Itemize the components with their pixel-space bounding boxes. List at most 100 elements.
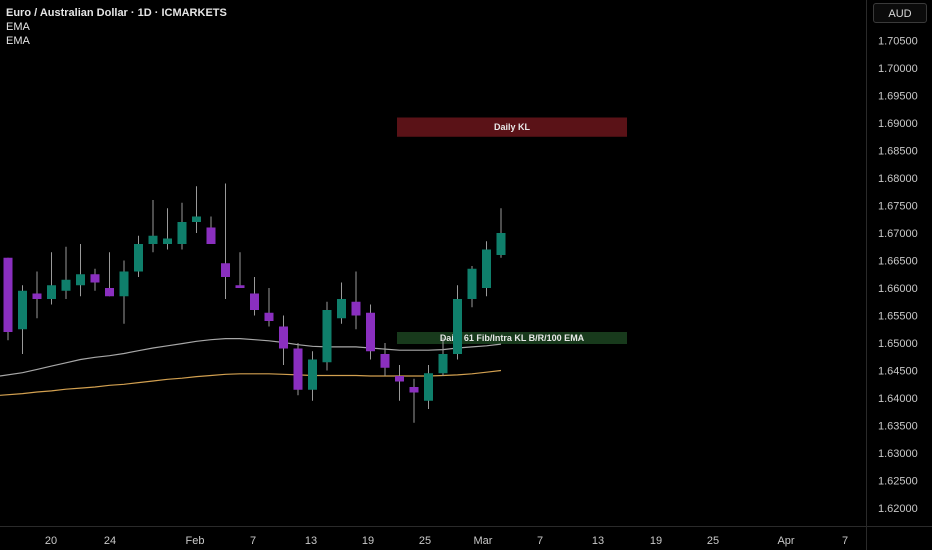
time-axis[interactable]: 20 24 Feb 7 13 19 25 Mar 7 13 19 25 Apr 7 — [45, 535, 848, 547]
price-tick-label: 1.68500 — [878, 146, 918, 158]
time-tick-label: 25 — [419, 535, 431, 547]
candle[interactable] — [424, 365, 433, 409]
time-tick-label: 20 — [45, 535, 57, 547]
candle-body — [380, 354, 390, 368]
candle[interactable] — [467, 266, 477, 308]
candle-body — [177, 222, 187, 244]
price-tick-label: 1.63000 — [878, 448, 918, 460]
candle[interactable] — [47, 252, 56, 305]
price-tick-label: 1.64500 — [878, 366, 918, 378]
price-tick-label: 1.70500 — [878, 36, 918, 48]
ema-indicator-label[interactable]: EMA — [6, 35, 30, 47]
candle-body — [235, 285, 245, 288]
candle[interactable] — [177, 202, 187, 250]
time-tick-label: 7 — [250, 535, 256, 547]
candle-body — [18, 290, 27, 330]
time-tick-label: 19 — [362, 535, 374, 547]
candle-body — [395, 376, 404, 382]
time-tick-label: 13 — [305, 535, 317, 547]
time-tick-label: 7 — [842, 535, 848, 547]
candle[interactable] — [438, 337, 448, 377]
candle[interactable] — [496, 208, 506, 258]
candle-body — [148, 235, 158, 244]
symbol-title[interactable]: Euro / Australian Dollar · 1D · ICMARKET… — [6, 7, 227, 19]
candle[interactable] — [380, 343, 390, 376]
candle-body — [119, 271, 129, 297]
candle[interactable] — [163, 208, 172, 250]
candle[interactable] — [105, 252, 114, 297]
candle-body — [438, 354, 448, 374]
candle[interactable] — [235, 252, 245, 288]
candle-body — [105, 288, 114, 297]
time-tick-label: 13 — [592, 535, 604, 547]
candle-body — [482, 249, 491, 288]
candle-body — [192, 216, 201, 222]
candle-body — [467, 268, 477, 299]
candle-body — [308, 359, 317, 390]
currency-button[interactable]: AUD — [873, 3, 927, 23]
candle[interactable] — [482, 241, 491, 297]
candle[interactable] — [61, 246, 71, 299]
candle-body — [337, 299, 346, 319]
candle-body — [3, 257, 13, 332]
time-tick-label: 7 — [537, 535, 543, 547]
candle[interactable] — [409, 378, 419, 423]
candle[interactable] — [337, 282, 346, 324]
candle[interactable] — [308, 351, 317, 401]
zone-box[interactable] — [397, 117, 627, 137]
candle[interactable] — [221, 183, 230, 300]
candle[interactable] — [192, 186, 201, 233]
candle[interactable] — [3, 257, 13, 341]
candle[interactable] — [119, 260, 129, 324]
price-tick-label: 1.66500 — [878, 256, 918, 268]
candle-body — [279, 326, 288, 349]
candle-body — [293, 348, 303, 390]
candle[interactable] — [366, 304, 375, 360]
candle[interactable] — [90, 268, 100, 291]
candle-body — [47, 285, 56, 299]
zone-label: Daily KL — [494, 122, 531, 132]
candle-body — [250, 293, 259, 310]
candle[interactable] — [351, 271, 361, 330]
price-tick-label: 1.63500 — [878, 421, 918, 433]
time-tick-label: Feb — [186, 535, 205, 547]
candle-body — [496, 233, 506, 255]
price-tick-label: 1.68000 — [878, 173, 918, 185]
candle[interactable] — [279, 315, 288, 366]
candle-body — [366, 312, 375, 352]
candle[interactable] — [250, 277, 259, 316]
candle-body — [163, 238, 172, 244]
candle-body — [206, 227, 216, 244]
candle[interactable] — [395, 365, 404, 401]
candles-layer — [3, 183, 506, 423]
candle[interactable] — [76, 244, 85, 297]
candle[interactable] — [148, 200, 158, 253]
candle-body — [221, 263, 230, 277]
price-tick-label: 1.67500 — [878, 201, 918, 213]
candle[interactable] — [134, 235, 143, 277]
candle[interactable] — [18, 285, 27, 354]
candle-body — [76, 274, 85, 286]
time-tick-label: 25 — [707, 535, 719, 547]
ema-layer — [0, 338, 502, 396]
candle-body — [61, 279, 71, 291]
time-tick-label: Apr — [777, 535, 794, 547]
ema-indicator-label[interactable]: EMA — [6, 21, 30, 33]
candle-body — [134, 244, 143, 272]
time-tick-label: 19 — [650, 535, 662, 547]
price-tick-label: 1.65000 — [878, 338, 918, 350]
price-tick-label: 1.70000 — [878, 63, 918, 75]
candle[interactable] — [264, 288, 274, 327]
candle[interactable] — [206, 216, 216, 245]
candle-body — [264, 312, 274, 321]
price-tick-label: 1.67000 — [878, 228, 918, 240]
candle[interactable] — [32, 271, 42, 319]
price-axis[interactable]: 1.70500 1.70000 1.69500 1.69000 1.68500 1.680… — [878, 36, 918, 516]
candle[interactable] — [453, 285, 462, 360]
candle[interactable] — [322, 301, 332, 371]
price-tick-label: 1.65500 — [878, 311, 918, 323]
candle[interactable] — [293, 343, 303, 396]
candle-body — [409, 387, 419, 393]
